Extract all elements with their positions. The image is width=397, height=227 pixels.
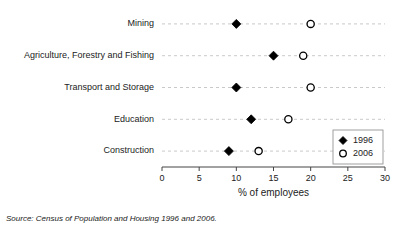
x-tick: [273, 167, 274, 171]
legend-label: 1996: [353, 135, 373, 145]
x-tick-label: 0: [159, 173, 164, 183]
x-tick: [236, 167, 237, 171]
x-tick-label: 5: [197, 173, 202, 183]
legend-box: [333, 130, 383, 164]
x-tick-label: 15: [268, 173, 278, 183]
point: [269, 51, 278, 60]
grid-line: [162, 119, 385, 120]
y-tick-label: Mining: [127, 18, 154, 28]
y-axis: Mining Agriculture, Forestry and Fishing T…: [24, 18, 154, 155]
y-tick-label: Agriculture, Forestry and Fishing: [24, 50, 154, 60]
point: [300, 52, 307, 59]
x-tick: [310, 167, 311, 171]
x-tick-label: 10: [231, 173, 241, 183]
grid-line: [162, 23, 385, 24]
legend-marker: [339, 137, 347, 145]
y-tick-label: Education: [114, 114, 154, 124]
plot-area: [224, 19, 314, 155]
chart-container: Mining Agriculture, Forestry and Fishing T…: [0, 0, 397, 227]
x-tick: [385, 167, 386, 171]
series: [255, 20, 314, 154]
legend: 1996 2006: [333, 130, 383, 164]
point: [285, 116, 292, 123]
x-axis-label: % of employees: [238, 187, 309, 198]
point: [232, 83, 241, 92]
x-axis: 0 5 10 15 20 25 30 % of employees: [159, 167, 390, 198]
y-tick-label: Transport and Storage: [64, 82, 154, 92]
point: [307, 84, 314, 91]
series: [224, 19, 278, 155]
chart-svg: Mining Agriculture, Forestry and Fishing T…: [0, 0, 397, 227]
x-tick-label: 25: [343, 173, 353, 183]
x-tick-label: 20: [306, 173, 316, 183]
point: [255, 148, 262, 155]
point: [232, 19, 241, 28]
legend-marker: [340, 150, 347, 157]
x-tick: [162, 167, 163, 171]
x-tick-label: 30: [380, 173, 390, 183]
x-tick: [347, 167, 348, 171]
point: [307, 20, 314, 27]
legend-label: 2006: [353, 148, 373, 158]
grid-line: [162, 87, 385, 88]
point: [247, 115, 256, 124]
source-note: Source: Census of Population and Housing…: [6, 214, 217, 223]
point: [224, 147, 233, 156]
x-tick: [199, 167, 200, 171]
y-tick-label: Construction: [103, 145, 154, 155]
